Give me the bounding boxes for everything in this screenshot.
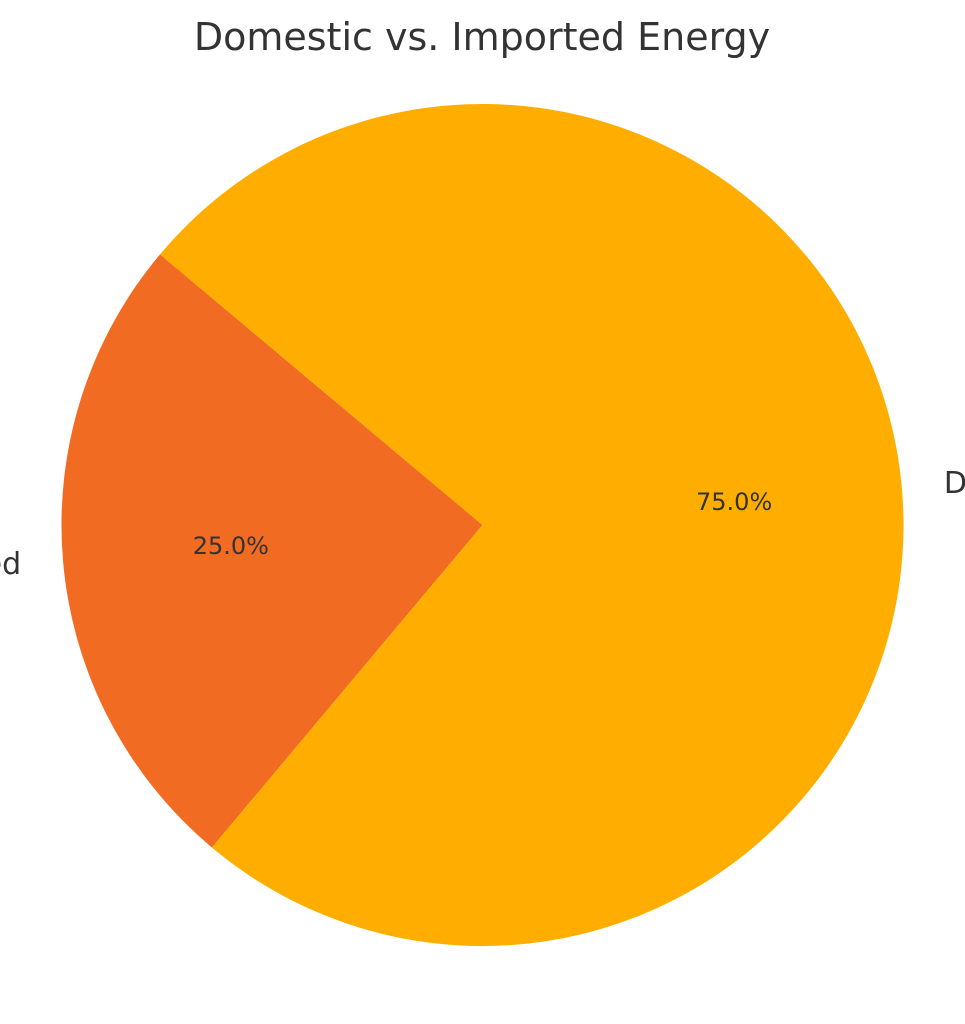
pie-labels: Imported 25.0% Domestic 75.0% — [0, 466, 965, 582]
chart-title: Domestic vs. Imported Energy — [194, 15, 770, 59]
pie-slices — [61, 103, 904, 946]
slice-label-domestic: Domestic — [944, 466, 965, 501]
slice-percent-domestic: 75.0% — [696, 488, 772, 516]
slice-label-imported: Imported — [0, 547, 21, 582]
pie-slice-domestic — [159, 103, 904, 946]
pie-slice-imported — [61, 254, 483, 848]
slice-percent-imported: 25.0% — [193, 532, 269, 560]
